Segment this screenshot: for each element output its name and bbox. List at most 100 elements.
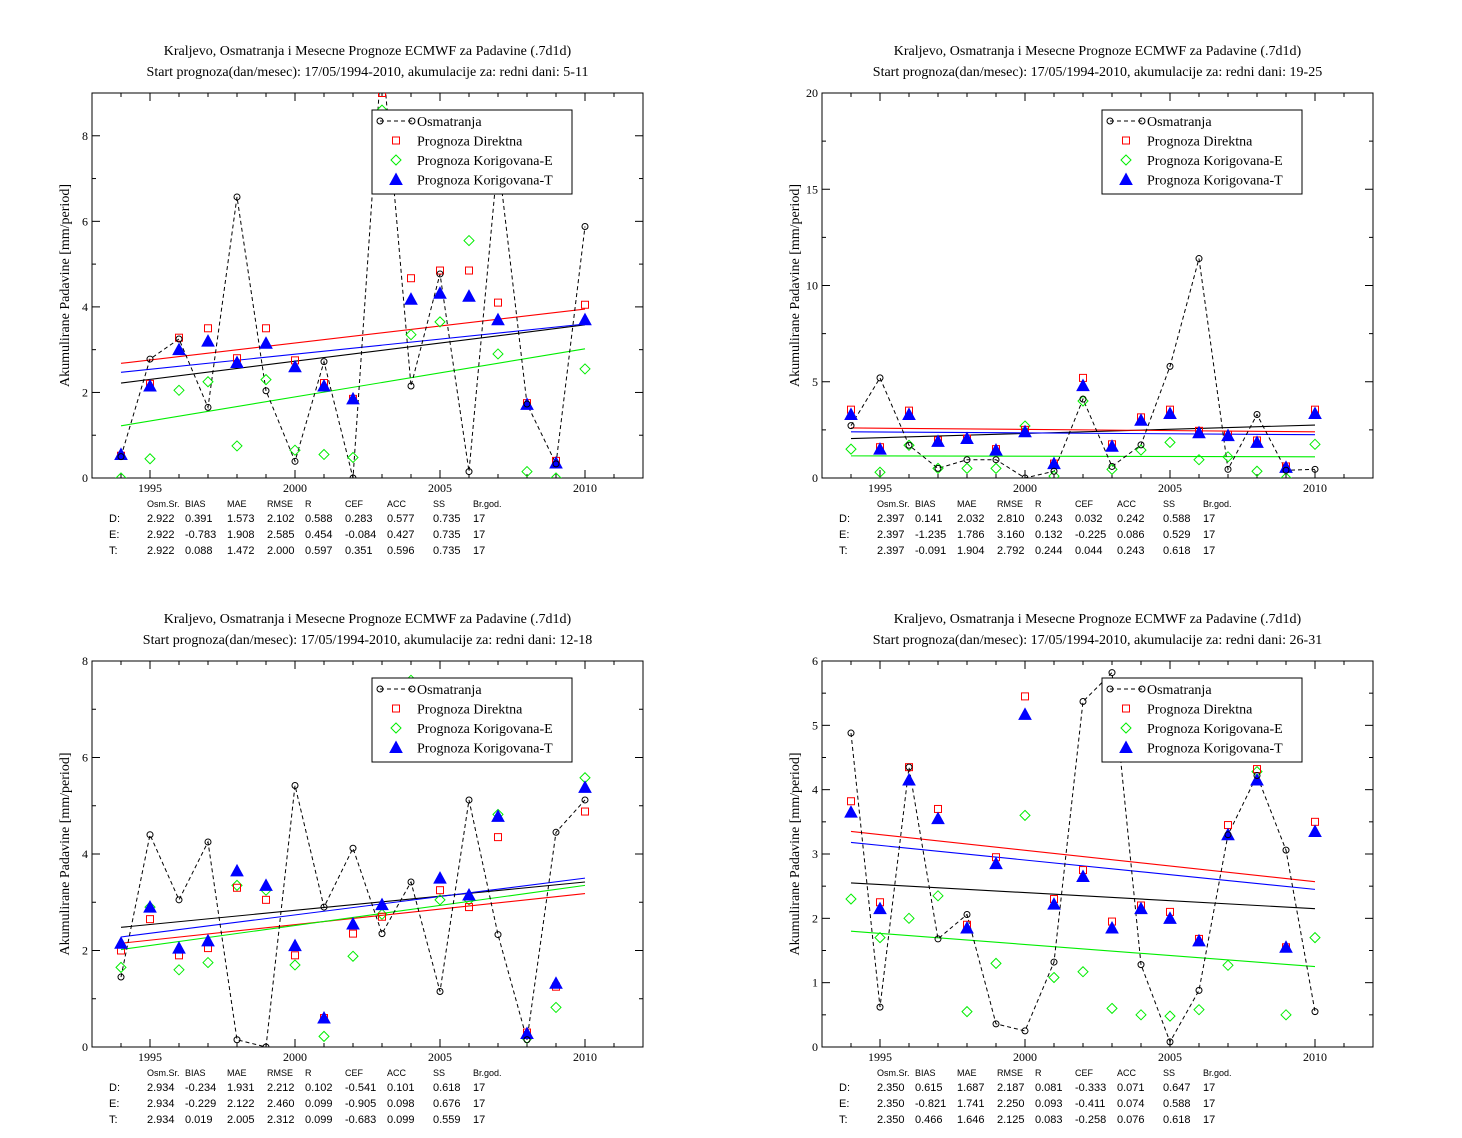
legend-marker (1119, 172, 1133, 185)
stats-value: 0.099 (387, 1114, 415, 1126)
stats-value: 2.397 (877, 529, 905, 541)
stats-header: Br.god. (473, 499, 502, 509)
legend-marker (1106, 117, 1114, 125)
y-tick-label: 2 (82, 944, 88, 958)
legend-marker (1122, 704, 1130, 713)
corrected-t-point (1192, 933, 1206, 947)
direct-forecast-point (494, 298, 502, 307)
corrected-t-point (1105, 439, 1119, 452)
direct-forecast-point (436, 886, 444, 895)
observed-point (992, 1020, 1000, 1028)
corrected-t-point (520, 397, 534, 410)
stats-value: 17 (1203, 529, 1215, 541)
corrected-e-point (231, 879, 243, 892)
corrected-t-point (844, 407, 858, 420)
corrected-t-point (960, 920, 974, 934)
stats-header: MAE (957, 1068, 977, 1078)
observed-point (204, 838, 212, 846)
observed-line (120, 785, 586, 1047)
chart-subtitle: Start prognoza(dan/mesec): 17/05/1994-20… (147, 65, 589, 80)
chart-panel-2: Kraljevo, Osmatranja i Mesecne Prognoze … (788, 44, 1374, 557)
stats-value: -0.234 (185, 1082, 216, 1094)
direct-forecast-point (1021, 692, 1029, 701)
chart-subtitle: Start prognoza(dan/mesec): 17/05/1994-20… (873, 633, 1322, 648)
stats-value: 0.088 (185, 545, 213, 557)
legend: Osmatranja Prognoza Direktna Prognoza Kori… (1101, 677, 1303, 763)
direct-forecast-point (847, 797, 855, 806)
corrected-t-point (1047, 456, 1061, 470)
stats-header: ACC (1117, 1068, 1137, 1078)
observed-point (963, 456, 971, 464)
corrected-e-point (1309, 438, 1321, 451)
stats-row-label: T: (839, 1114, 848, 1126)
direct-forecast-point (146, 915, 154, 924)
corrected-e-point (202, 956, 214, 969)
stats-table: Osm.Sr. BIAS MAE RMSE R CEF ACC SS Br.god. D: 2.92… (109, 499, 502, 557)
stats-value: 2.922 (147, 529, 175, 541)
direct-forecast-point (436, 266, 444, 275)
corrected-e-point (289, 444, 301, 456)
corrected-t-point (462, 887, 476, 901)
observed-point (349, 474, 357, 478)
legend-label: Osmatranja (417, 683, 482, 698)
y-tick-label: 2 (82, 385, 88, 399)
stats-value: 0.391 (185, 513, 213, 525)
trend-line-corrected-t (850, 431, 1316, 436)
observed-point (523, 400, 531, 408)
corrected-e-point (874, 466, 886, 478)
stats-value: 1.573 (227, 513, 255, 525)
direct-forecast-point (378, 912, 386, 921)
stats-header: Osm.Sr. (877, 499, 910, 509)
corrected-e-point (1164, 1010, 1176, 1022)
corrected-t-point (346, 916, 360, 930)
stats-value: 0.019 (185, 1114, 213, 1126)
trend-line-corrected-e (850, 930, 1316, 968)
x-tick-label: 2005 (428, 481, 452, 495)
y-tick-label: 20 (806, 86, 818, 100)
stats-value: 2.350 (877, 1082, 905, 1094)
stats-header: Br.god. (1203, 1068, 1232, 1078)
corrected-e-point (318, 1030, 330, 1043)
data-layer (844, 669, 1322, 1046)
stats-value: 17 (473, 1114, 485, 1126)
corrected-e-point (990, 462, 1002, 475)
stats-value: 2.312 (267, 1114, 295, 1126)
corrected-e-point (202, 376, 214, 388)
direct-forecast-point (934, 804, 942, 813)
observed-point (1108, 462, 1116, 470)
corrected-e-point (376, 908, 388, 921)
trend-line-direct (850, 830, 1316, 883)
stats-value: 0.427 (387, 529, 415, 541)
legend-marker (1119, 740, 1133, 753)
x-tick-label: 2010 (573, 481, 597, 495)
stats-header: Br.god. (1203, 499, 1232, 509)
trend-line-observed (120, 324, 586, 384)
corrected-e-point (115, 472, 127, 478)
observed-point (291, 457, 299, 465)
stats-value: 2.810 (997, 513, 1025, 525)
corrected-t-point (549, 455, 563, 469)
observed-point (320, 358, 328, 366)
stats-header: SS (1163, 1068, 1175, 1078)
stats-value: 3.160 (997, 529, 1025, 541)
corrected-e-point (1251, 465, 1263, 477)
corrected-t-point (873, 901, 887, 915)
stats-value: 2.350 (877, 1098, 905, 1110)
corrected-e-point (289, 959, 301, 971)
trend-line-observed (850, 882, 1316, 910)
corrected-e-point (903, 439, 915, 451)
stats-value: 0.102 (305, 1082, 333, 1094)
chart-panel-3: Kraljevo, Osmatranja i Mesecne Prognoze … (58, 612, 644, 1126)
observed-point (1195, 255, 1203, 263)
corrected-t-point (201, 334, 215, 347)
direct-forecast-point (494, 833, 502, 842)
stats-value: 0.588 (1163, 513, 1191, 525)
y-tick-label: 6 (82, 214, 88, 228)
stats-value: 0.618 (433, 1082, 461, 1094)
corrected-e-point (1077, 966, 1089, 978)
chart-title: Kraljevo, Osmatranja i Mesecne Prognoze … (164, 612, 572, 627)
legend: Osmatranja Prognoza Direktna Prognoza Kori… (1101, 109, 1303, 195)
stats-value: 1.786 (957, 529, 985, 541)
stats-header: SS (1163, 499, 1175, 509)
